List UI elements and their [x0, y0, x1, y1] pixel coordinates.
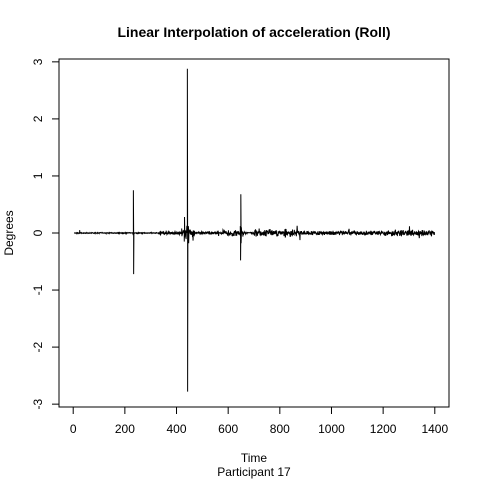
x-tick-label: 800	[270, 422, 290, 436]
x-tick-label: 200	[115, 422, 135, 436]
signal-series	[74, 68, 436, 392]
y-axis: -3 -2 -1 0 1 2 3	[31, 58, 60, 409]
y-axis-label: Degrees	[2, 210, 16, 255]
x-tick-label: 1200	[370, 422, 397, 436]
x-tick-label: 1400	[421, 422, 448, 436]
chart-title: Linear Interpolation of acceleration (Ro…	[117, 24, 390, 40]
y-tick-label: 3	[31, 58, 45, 65]
chart-subtitle: Participant 17	[217, 465, 291, 479]
x-axis: 0 200 400 600 800 1000 1200 1400	[70, 406, 448, 436]
x-tick-label: 400	[167, 422, 187, 436]
x-tick-label: 600	[218, 422, 238, 436]
x-axis-label: Time	[241, 451, 268, 465]
x-tick-label: 1000	[318, 422, 345, 436]
y-tick-label: -3	[31, 398, 45, 409]
signal-line	[74, 68, 436, 392]
y-tick-label: 1	[31, 172, 45, 179]
y-tick-label: -2	[31, 341, 45, 352]
x-tick-label: 0	[70, 422, 77, 436]
y-tick-label: 2	[31, 115, 45, 122]
y-tick-label: 0	[31, 229, 45, 236]
y-tick-label: -1	[31, 284, 45, 295]
